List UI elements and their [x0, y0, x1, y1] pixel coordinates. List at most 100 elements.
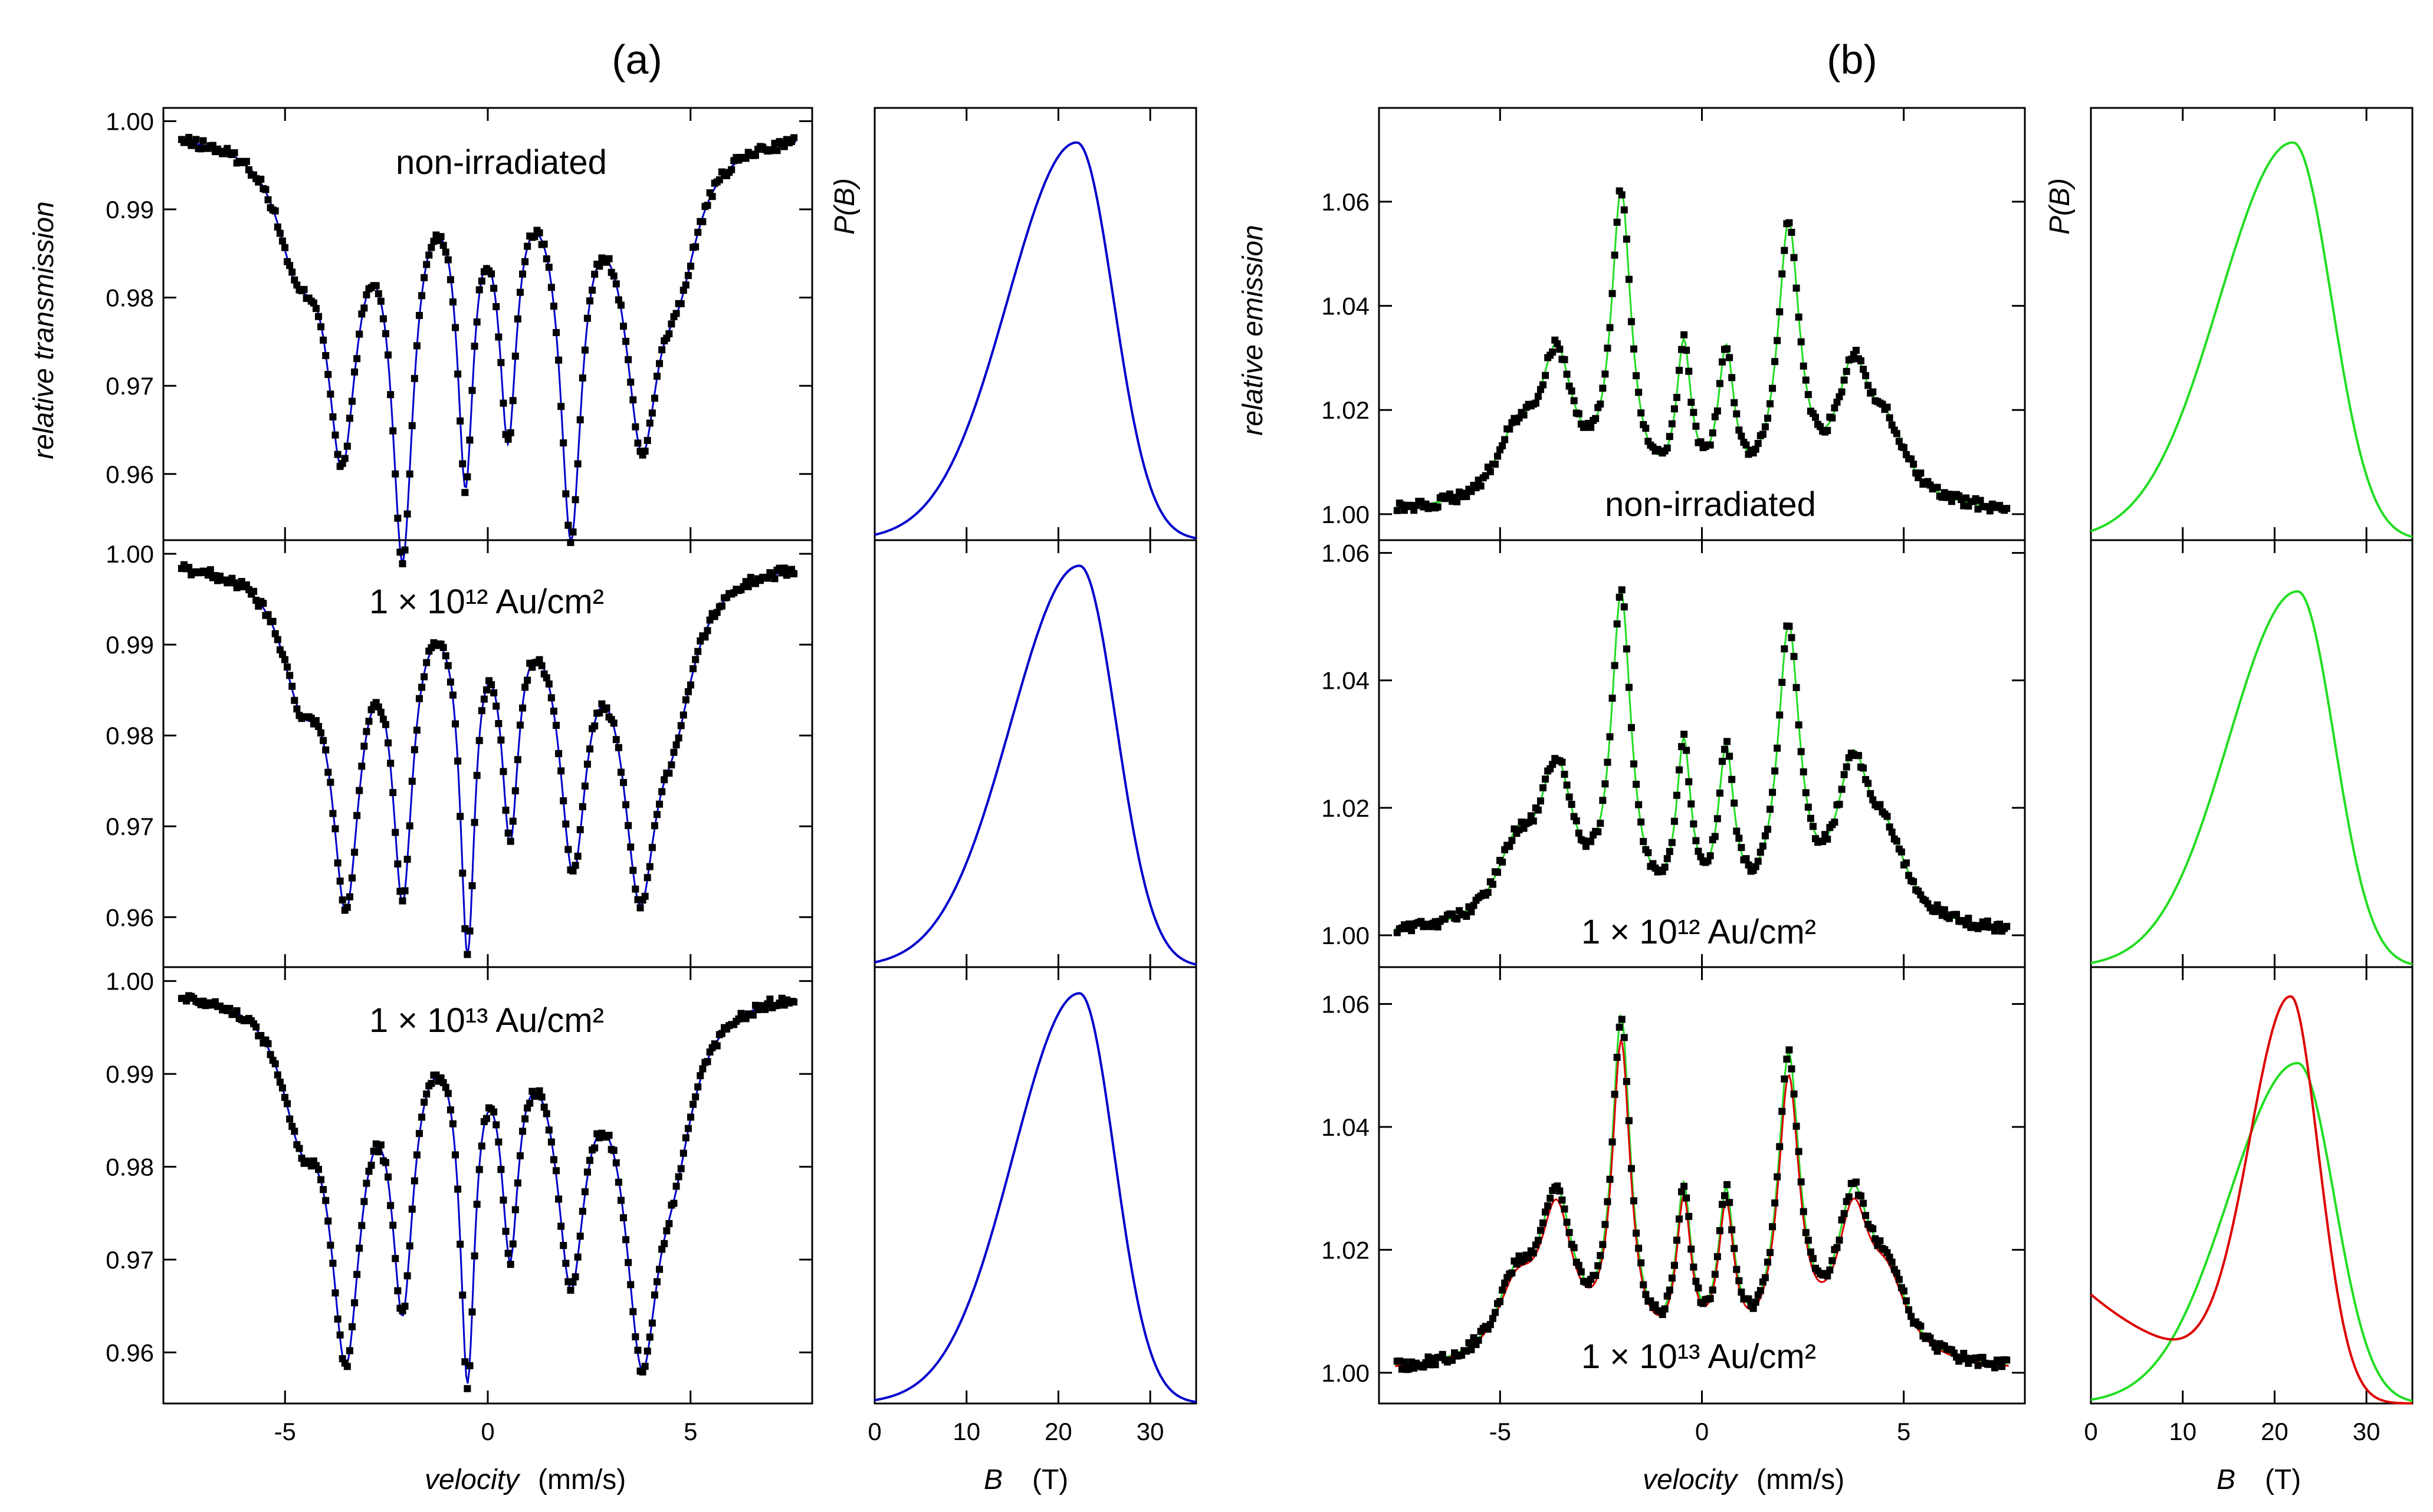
a-spectrum-mid: 0.96 0.97 0.98 0.99 1.00: [106, 539, 813, 968]
data-point: [634, 439, 642, 447]
data-point: [1558, 1196, 1566, 1204]
y-tick-label: 1.00: [106, 540, 154, 568]
data-point: [475, 737, 483, 744]
data-point: [553, 721, 560, 729]
data-point: [646, 863, 654, 870]
data-point: [1690, 1263, 1697, 1271]
data-point: [704, 1058, 711, 1066]
data-point: [464, 473, 471, 481]
data-point: [300, 285, 308, 293]
data-point: [327, 1241, 334, 1249]
data-point: [536, 656, 543, 663]
data-point: [353, 811, 361, 819]
data-point: [519, 704, 527, 712]
x-tick-label: 0: [481, 1418, 494, 1445]
data-point: [1587, 423, 1595, 431]
data-point: [1735, 1277, 1743, 1284]
data-point: [286, 672, 294, 679]
data-point: [1917, 469, 1925, 477]
data-point: [1666, 433, 1673, 441]
data-point: [643, 436, 651, 444]
x-tick-label: 30: [1137, 1418, 1164, 1445]
data-point: [661, 1240, 668, 1247]
data-point: [322, 746, 330, 754]
data-point: [224, 144, 231, 152]
b-pb-ylabel: P(B): [2044, 178, 2076, 235]
data-point: [1843, 367, 1850, 375]
data-point: [1393, 507, 1401, 514]
data-point: [694, 228, 702, 236]
data-point: [418, 292, 426, 300]
data-point: [1635, 389, 1643, 396]
data-point: [596, 262, 603, 270]
data-point: [394, 1287, 402, 1294]
data-point: [701, 633, 709, 641]
data-point: [1811, 413, 1819, 421]
data-point: [516, 721, 524, 729]
data-point: [1726, 1199, 1733, 1207]
data-point: [1637, 1259, 1645, 1267]
data-point: [466, 436, 474, 444]
data-point: [442, 1083, 449, 1091]
data-point: [1706, 441, 1714, 449]
data-point: [310, 299, 317, 307]
data-point: [1713, 815, 1721, 823]
data-point: [1781, 645, 1788, 653]
data-point: [286, 262, 294, 269]
data-point: [509, 1240, 517, 1248]
data-point: [1720, 745, 1728, 753]
plot-area: 0.96 0.97 0.98 0.99 1.00 0.96 0.97 0.98 0.99 1.00…: [106, 107, 2414, 1445]
data-point: [449, 691, 457, 699]
data-point: [516, 1152, 524, 1159]
distribution-curve: [2090, 141, 2413, 538]
data-point: [466, 1362, 474, 1369]
y-tick-label: 1.04: [1321, 667, 1370, 695]
data-point: [574, 852, 582, 860]
data-point: [1745, 1295, 1752, 1303]
data-point: [543, 255, 550, 262]
data-point: [274, 223, 281, 231]
data-point: [1475, 1336, 1482, 1344]
data-point: [356, 787, 363, 794]
data-point: [387, 391, 395, 399]
b-spectrum-top-frame: [1378, 107, 2026, 541]
b-pb-top-frame: [2090, 107, 2414, 541]
data-point: [1790, 653, 1798, 660]
data-point: [1807, 1248, 1814, 1256]
data-point: [418, 683, 426, 691]
data-point: [1499, 858, 1506, 866]
data-point: [377, 297, 385, 305]
data-point: [334, 1315, 342, 1323]
b-pb-bot: 0 10 20 30: [2084, 966, 2414, 1445]
data-point: [612, 1159, 620, 1166]
data-point: [406, 1242, 413, 1250]
data-point: [1556, 346, 1564, 353]
data-point: [663, 1227, 671, 1235]
data-point: [1685, 778, 1693, 785]
data-point: [1592, 415, 1600, 422]
data-point: [1627, 724, 1635, 731]
data-point: [394, 860, 402, 868]
data-point: [1774, 337, 1781, 344]
data-point: [574, 1253, 582, 1261]
data-point: [1549, 348, 1557, 356]
distribution-curve-2: [2090, 995, 2413, 1405]
data-point: [1766, 806, 1774, 813]
data-point: [507, 837, 514, 845]
data-point: [1534, 393, 1542, 400]
data-point: [1711, 1270, 1719, 1278]
data-point: [658, 788, 666, 796]
y-tick-label: 0.99: [106, 196, 154, 223]
b-spectrum-top: 1.00 1.02 1.04 1.06: [1321, 107, 2026, 541]
data-point: [521, 683, 529, 691]
data-point: [507, 1261, 514, 1268]
data-point: [1836, 1236, 1843, 1244]
a-spectrum-bot: -5 0 5 0.96 0.97 0.98 0.99 1.00: [106, 966, 813, 1445]
a-pb-xlabel-b: B: [984, 1464, 1003, 1495]
data-point: [625, 1258, 632, 1266]
data-point: [1795, 313, 1802, 321]
data-point: [1529, 817, 1537, 825]
data-point: [365, 718, 373, 725]
data-point: [317, 729, 325, 737]
data-point: [408, 422, 416, 429]
